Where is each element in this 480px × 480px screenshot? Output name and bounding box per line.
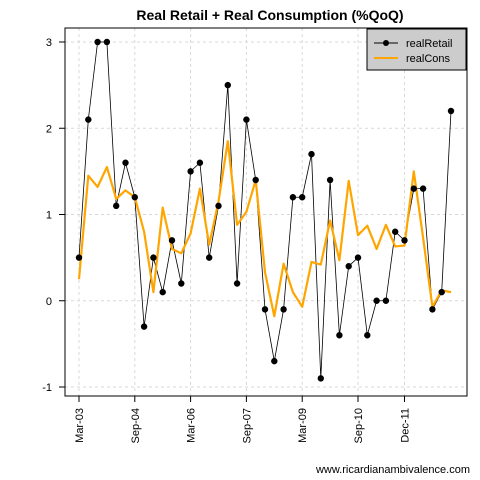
series-realRetail-point — [85, 116, 92, 123]
y-tick-label: 1 — [46, 210, 52, 222]
series-realRetail-point — [382, 297, 390, 304]
grid — [65, 28, 467, 396]
y-axis: -1 0 1 2 3 — [42, 37, 66, 394]
x-tick-label: Sep-07 — [241, 408, 253, 443]
series-realRetail-point — [131, 194, 138, 201]
legend-retail-swatch-point — [383, 40, 389, 46]
series-realRetail-point — [113, 202, 120, 210]
series-realRetail-point — [373, 297, 380, 304]
series-realRetail-point — [308, 150, 315, 158]
y-tick-label: 3 — [46, 37, 52, 49]
series-realRetail-point — [326, 176, 334, 184]
y-tick-label: -1 — [42, 382, 52, 394]
x-tick-label: Mar-06 — [186, 408, 198, 443]
series-realRetail-point — [159, 288, 166, 296]
series-realRetail-point — [243, 116, 250, 123]
series-realRetail-point — [364, 332, 371, 339]
series-realRetail-point — [122, 159, 129, 166]
series-realRetail-point — [75, 254, 83, 261]
series-realRetail-point — [392, 228, 399, 235]
series-realRetail-point — [103, 38, 111, 46]
series-realRetail-point — [429, 306, 436, 313]
series-realRetail-point — [252, 176, 259, 184]
series-realRetail-point — [299, 194, 306, 201]
series-realRetail-point — [280, 306, 287, 313]
series-realRetail-point — [178, 280, 185, 287]
series-realRetail-point — [261, 306, 269, 313]
series-realRetail-point — [410, 185, 417, 192]
legend-cons-label: realCons — [406, 53, 451, 65]
series-realRetail-point — [289, 194, 297, 201]
series-realRetail-point — [419, 185, 427, 192]
series-realRetail-point — [140, 323, 148, 330]
series-realRetail-point — [233, 280, 241, 287]
series-realRetail-point — [206, 254, 213, 261]
series-realRetail-point — [94, 38, 101, 46]
series-realRetail-point — [401, 237, 408, 244]
credit-text: www.ricardianambivalence.com — [315, 464, 470, 476]
x-tick-label: Mar-09 — [297, 408, 309, 443]
chart-title: Real Retail + Real Consumption (%QoQ) — [136, 7, 403, 23]
legend-retail-label: realRetail — [406, 38, 452, 50]
series-layer — [75, 38, 455, 382]
series-realCons-line — [77, 140, 452, 318]
x-axis: Mar-03 Sep-04 Mar-06 Sep-07 Mar-09 Sep-10 Dec-… — [74, 395, 412, 443]
series-realRetail-point — [150, 254, 157, 261]
series-realRetail-point — [336, 332, 343, 339]
x-tick-label: Sep-10 — [353, 408, 365, 443]
y-tick-label: 2 — [46, 123, 52, 135]
series-realRetail-point — [317, 375, 324, 382]
series-realRetail-point — [447, 107, 455, 115]
series-realRetail-point — [438, 288, 445, 296]
x-tick-label: Mar-03 — [74, 408, 86, 443]
series-realRetail-point — [354, 254, 362, 261]
series-realRetail-point — [168, 237, 176, 244]
series-realRetail-point — [187, 168, 194, 175]
x-tick-label: Dec-11 — [400, 408, 412, 443]
series-realRetail-point — [196, 159, 204, 166]
series-realRetail-point — [224, 81, 231, 89]
series-realRetail-point — [345, 263, 352, 270]
legend-box — [366, 28, 467, 71]
plot-area — [64, 27, 468, 397]
x-tick-label: Sep-04 — [130, 408, 142, 443]
y-tick-label: 0 — [46, 296, 52, 308]
series-realRetail-point — [271, 357, 278, 365]
legend: realRetail realCons — [366, 28, 467, 71]
series-realRetail-point — [215, 202, 222, 210]
